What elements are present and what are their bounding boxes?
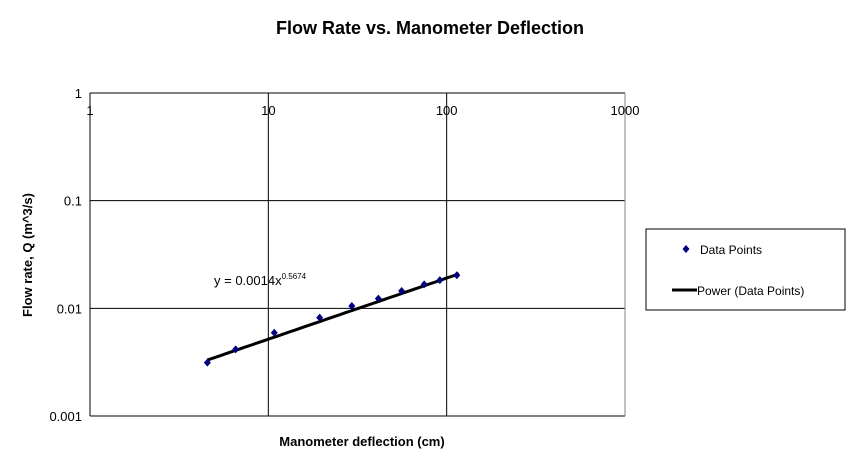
x-tick-label: 10 <box>261 103 275 118</box>
data-point <box>203 358 211 367</box>
data-point <box>420 280 428 289</box>
legend-label-power: Power (Data Points) <box>697 284 804 298</box>
legend-box <box>645 228 846 311</box>
tick-labels: 1 0.1 0.01 0.001 1 10 100 1000 <box>49 86 639 424</box>
data-point <box>348 302 356 311</box>
x-tick-label: 100 <box>436 103 458 118</box>
x-tick-label: 1000 <box>611 103 640 118</box>
trendline <box>206 272 460 362</box>
data-point <box>436 276 444 285</box>
y-axis-label: Flow rate, Q (m^3/s) <box>20 193 35 317</box>
x-axis-label: Manometer deflection (cm) <box>279 434 444 449</box>
data-point <box>316 313 324 322</box>
y-tick-label: 0.1 <box>64 194 82 209</box>
legend-marker-diamond <box>682 245 690 253</box>
data-point <box>398 286 406 295</box>
data-points <box>203 271 461 367</box>
trendline-group <box>206 272 460 362</box>
y-tick-label: 0.001 <box>49 409 82 424</box>
legend: Data Points Power (Data Points) <box>645 228 846 311</box>
data-point <box>374 294 382 303</box>
data-point <box>453 271 461 280</box>
grid <box>89 92 626 417</box>
y-tick-label: 0.01 <box>57 301 82 316</box>
y-tick-label: 1 <box>75 86 82 101</box>
chart-title: Flow Rate vs. Manometer Deflection <box>276 18 584 38</box>
x-tick-label: 1 <box>86 103 93 118</box>
legend-label-data-points: Data Points <box>700 243 762 257</box>
trendline-equation: y = 0.0014x0.5674 <box>214 272 307 288</box>
data-point <box>232 345 240 354</box>
data-point <box>270 328 278 337</box>
